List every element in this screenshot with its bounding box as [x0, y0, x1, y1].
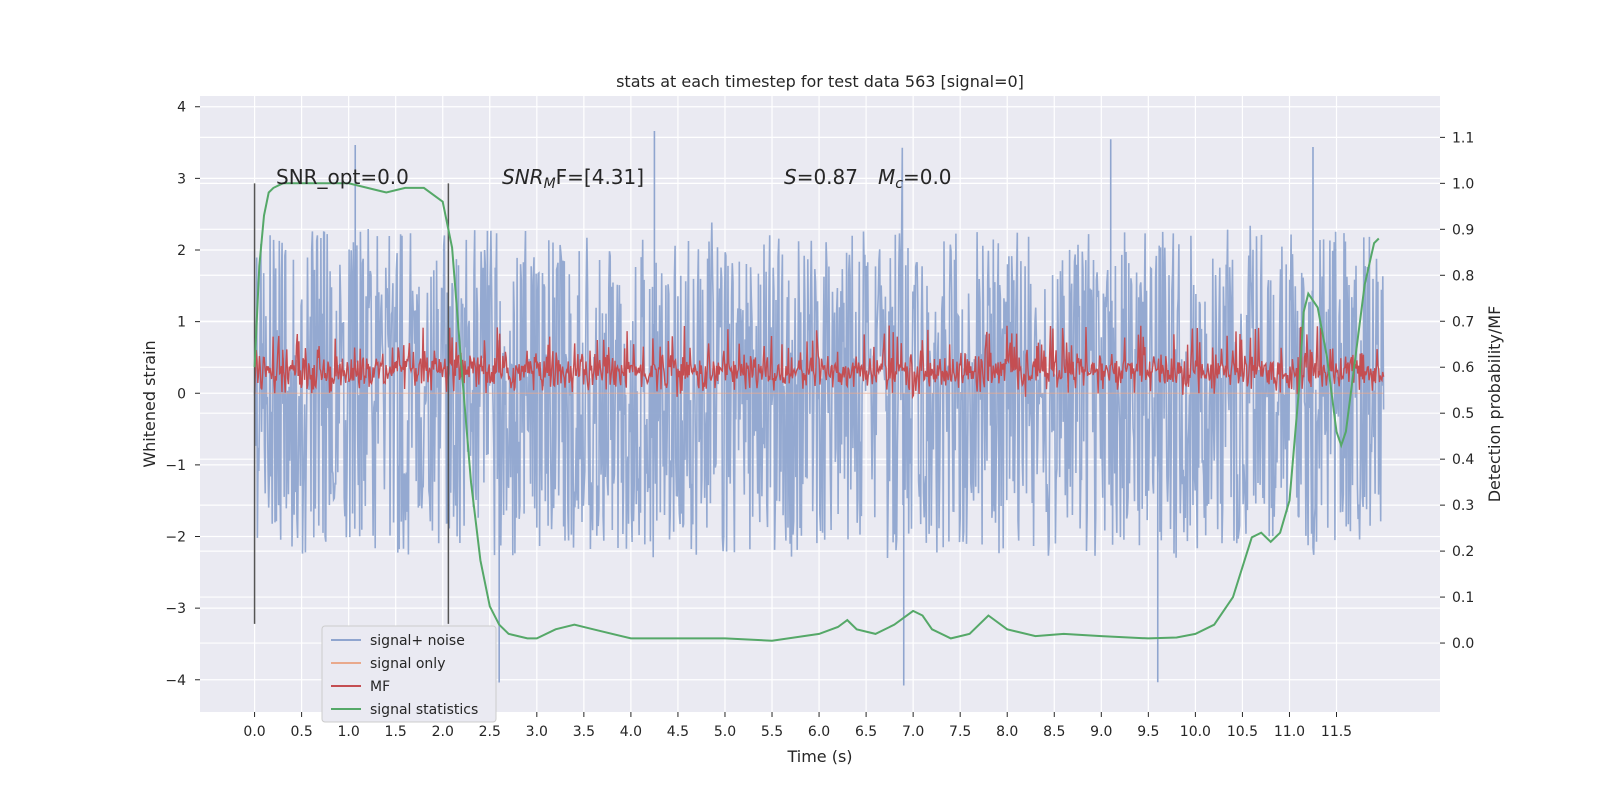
x-tick-label: 2.5	[479, 724, 501, 740]
y2-tick-label: 0.1	[1452, 590, 1474, 606]
x-tick-label: 4.5	[667, 724, 689, 740]
x-tick-label: 3.0	[526, 724, 548, 740]
y2-axis-label: Detection probability/MF	[1485, 306, 1504, 503]
annotation-snr-opt: SNR_opt=0.0	[276, 165, 409, 189]
y2-tick-label: 0.4	[1452, 452, 1474, 468]
data-series	[253, 130, 1385, 686]
x-tick-label: 10.5	[1227, 724, 1258, 740]
annotation-s: S=0.87	[784, 165, 858, 189]
x-tick-label: 10.0	[1180, 724, 1211, 740]
x-tick-label: 2.0	[432, 724, 454, 740]
x-tick-label: 0.0	[243, 724, 265, 740]
y2-tick-label: 0.5	[1452, 406, 1474, 422]
legend-label-signal-only: signal only	[370, 656, 445, 672]
y2-tick-label: 0.3	[1452, 498, 1474, 514]
x-tick-label: 1.0	[338, 724, 360, 740]
legend: signal+ noise signal only MF signal stat…	[321, 625, 497, 723]
y-tick-label: 0	[177, 386, 186, 402]
y2-tick-label: 0.0	[1452, 636, 1474, 652]
series-mf	[253, 325, 1385, 400]
x-tick-label: 11.5	[1321, 724, 1352, 740]
x-tick-label: 0.5	[290, 724, 312, 740]
y2-tick-label: 0.8	[1452, 268, 1474, 284]
y2-tick-label: 0.9	[1452, 222, 1474, 238]
y-tick-label: 2	[177, 243, 186, 259]
y-tick-label: −4	[165, 673, 186, 689]
legend-label-signal-statistics: signal statistics	[370, 702, 478, 718]
legend-box	[321, 625, 497, 723]
series-signal-statistics	[253, 182, 1380, 642]
x-tick-label: 7.0	[902, 724, 924, 740]
x-tick-label: 5.0	[714, 724, 736, 740]
legend-label-mf: MF	[370, 679, 390, 695]
y2-tick-label: 0.2	[1452, 544, 1474, 560]
x-tick-label: 4.0	[620, 724, 642, 740]
annotation-mc: Mc=0.0	[878, 165, 952, 192]
annotation-snr-mf: SNRMF=[4.31]	[502, 165, 644, 192]
y-axis-label: Whitened strain	[140, 340, 159, 467]
y2-tick-label: 0.7	[1452, 314, 1474, 330]
axis-ticks: 0.0 0.5 1.0 1.5 2.0 2.5 3.0 3.5 4.0 4.5 5.0 5.5 6.0 6…	[165, 100, 1474, 740]
y-tick-label: 1	[177, 315, 186, 331]
x-tick-label: 1.5	[385, 724, 407, 740]
x-tick-label: 6.0	[808, 724, 830, 740]
y2-tick-label: 0.6	[1452, 360, 1474, 376]
legend-label-signal-noise: signal+ noise	[370, 633, 465, 649]
x-tick-label: 7.5	[949, 724, 971, 740]
x-tick-label: 8.5	[1043, 724, 1065, 740]
x-tick-label: 9.5	[1137, 724, 1159, 740]
x-tick-label: 11.0	[1274, 724, 1305, 740]
y-tick-label: 4	[177, 100, 186, 116]
y-tick-label: −1	[165, 458, 186, 474]
x-tick-label: 6.5	[855, 724, 877, 740]
x-tick-label: 9.0	[1090, 724, 1112, 740]
y-tick-label: 3	[177, 171, 186, 187]
x-tick-label: 8.0	[996, 724, 1018, 740]
y-tick-label: −3	[165, 601, 186, 617]
x-tick-label: 3.5	[573, 724, 595, 740]
y2-tick-label: 1.0	[1452, 176, 1474, 192]
x-axis-label: Time (s)	[786, 747, 852, 766]
y-tick-label: −2	[165, 530, 186, 546]
chart-title: stats at each timestep for test data 563…	[616, 72, 1024, 91]
x-tick-label: 5.5	[761, 724, 783, 740]
annotations: SNR_opt=0.0 SNRMF=[4.31] S=0.87 Mc=0.0	[276, 165, 952, 192]
y2-tick-label: 1.1	[1452, 130, 1474, 146]
